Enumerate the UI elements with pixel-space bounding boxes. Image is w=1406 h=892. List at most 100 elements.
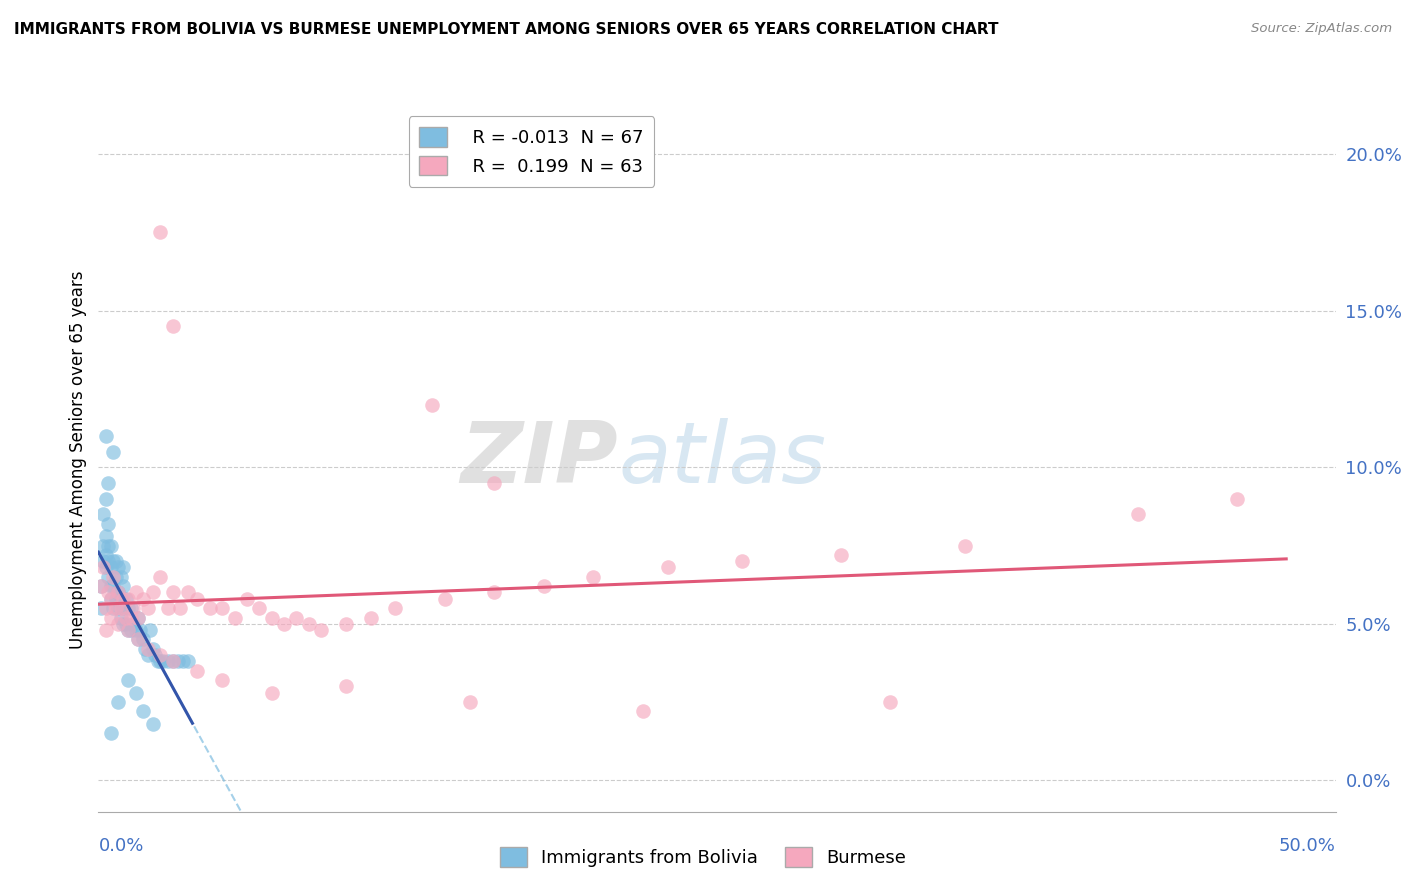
Point [112,616,135,631]
Point [129,623,152,637]
Point [100,591,122,606]
Point [114,591,136,606]
Point [97,539,120,553]
Point [100,560,122,574]
Point [100,591,122,606]
Point [110,570,132,584]
Point [484,585,506,599]
Point [176,654,198,668]
Point [146,654,169,668]
Point [162,585,184,599]
Point [100,579,122,593]
Point [127,632,149,647]
Point [94,623,117,637]
Point [631,705,654,719]
Point [132,632,155,647]
Point [142,641,165,656]
Point [114,616,136,631]
Text: 0.0%: 0.0% [98,837,143,855]
Point [112,601,135,615]
Point [136,601,159,615]
Point [94,529,117,543]
Point [132,591,155,606]
Point [458,695,481,709]
Point [136,648,159,662]
Point [335,616,357,631]
Point [260,686,283,700]
Point [103,601,125,615]
Point [124,686,146,700]
Point [97,585,120,599]
Point [285,610,308,624]
Point [107,601,129,615]
Point [104,601,127,615]
Point [110,591,132,606]
Point [149,570,172,584]
Legend:   R = -0.013  N = 67,   R =  0.199  N = 63: R = -0.013 N = 67, R = 0.199 N = 63 [409,116,654,186]
Point [186,591,208,606]
Point [879,695,901,709]
Point [136,641,159,656]
Point [149,654,172,668]
Point [224,610,246,624]
Point [124,585,146,599]
Point [93,539,115,553]
Point [100,726,122,740]
Point [117,601,139,615]
Point [104,554,127,568]
Point [142,585,165,599]
Point [107,695,129,709]
Point [139,623,162,637]
Point [176,585,198,599]
Point [149,225,172,239]
Point [100,610,122,624]
Point [186,664,208,678]
Point [152,654,174,668]
Point [120,623,142,637]
Point [93,554,115,568]
Point [103,579,125,593]
Point [110,601,132,615]
Point [143,648,166,662]
Point [122,616,145,631]
Point [298,616,321,631]
Point [953,539,976,553]
Point [117,623,139,637]
Point [122,601,145,615]
Point [830,548,852,562]
Point [273,616,295,631]
Point [97,570,120,584]
Point [260,610,283,624]
Point [156,601,179,615]
Point [142,717,165,731]
Point [103,554,125,568]
Point [90,601,112,615]
Point [94,429,117,443]
Legend: Immigrants from Bolivia, Burmese: Immigrants from Bolivia, Burmese [492,839,914,874]
Text: Source: ZipAtlas.com: Source: ZipAtlas.com [1251,22,1392,36]
Point [107,585,129,599]
Point [433,591,456,606]
Text: ZIP: ZIP [460,417,619,501]
Point [94,491,117,506]
Point [112,579,135,593]
Point [657,560,679,574]
Text: 50.0%: 50.0% [1279,837,1336,855]
Point [124,623,146,637]
Point [149,648,172,662]
Point [104,591,127,606]
Point [484,475,506,490]
Point [104,570,127,584]
Point [107,616,129,631]
Point [360,610,382,624]
Point [309,623,332,637]
Point [236,591,259,606]
Point [107,560,129,574]
Point [97,554,120,568]
Point [247,601,270,615]
Text: atlas: atlas [619,417,827,501]
Point [103,570,125,584]
Point [172,654,194,668]
Point [110,610,132,624]
Point [582,570,605,584]
